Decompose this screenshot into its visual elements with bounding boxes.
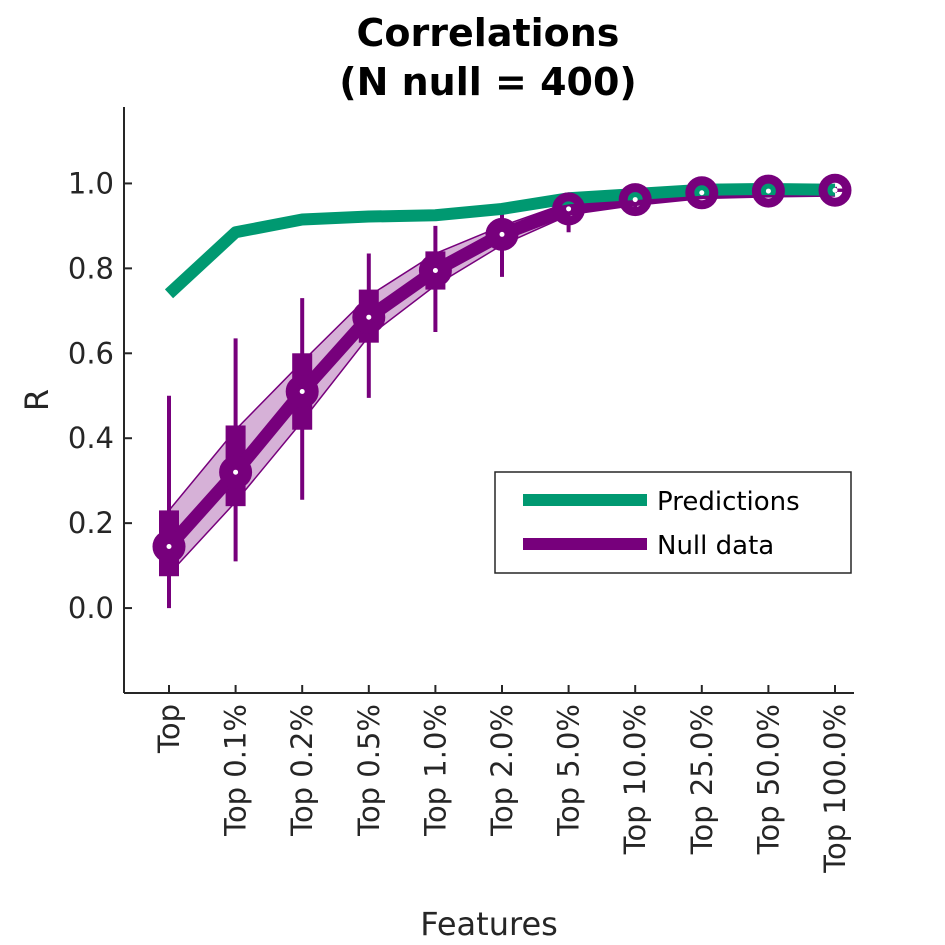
- y-tick-label: 0.6: [68, 336, 114, 370]
- x-tick-label: Top 50.0%: [751, 704, 785, 855]
- legend-label-predictions: Predictions: [657, 487, 800, 517]
- y-ticks: 0.0 0.2 0.4 0.6 0.8 1.0: [68, 166, 132, 625]
- null-data-point-center: [765, 188, 771, 194]
- x-tick-label: Top 0.1%: [219, 704, 253, 837]
- null-data-point-center: [566, 206, 572, 212]
- null-data-point: [618, 183, 652, 217]
- null-data-point-center: [632, 197, 638, 203]
- null-data-point: [485, 217, 519, 251]
- x-tick-label: Top 100.0%: [818, 704, 852, 874]
- y-tick-label: 0.8: [68, 251, 114, 285]
- y-axis-label: R: [18, 389, 56, 411]
- x-tick-label: Top 25.0%: [685, 704, 719, 855]
- x-tick-label: Top: [152, 704, 186, 754]
- null-data-point-center: [366, 314, 372, 320]
- x-tick-label: Top 10.0%: [618, 704, 652, 855]
- chart-title-line-1: Correlations: [357, 11, 620, 55]
- null-data-point-center: [432, 267, 438, 273]
- x-axis-label: Features: [420, 905, 558, 943]
- null-data-point-center: [233, 469, 239, 475]
- y-tick-label: 1.0: [68, 166, 114, 200]
- null-data-point: [352, 300, 386, 334]
- null-data-point: [418, 253, 452, 287]
- x-tick-label: Top 5.0%: [552, 704, 586, 837]
- null-data-point: [152, 530, 186, 563]
- null-data-point: [285, 375, 319, 409]
- null-data-point-center: [299, 389, 305, 395]
- chart-title-line-2: (N null = 400): [339, 60, 637, 104]
- legend-box: [494, 471, 852, 574]
- null-data-point: [552, 192, 586, 226]
- null-data-point-center: [699, 190, 705, 196]
- x-tick-label: Top 0.2%: [285, 704, 319, 837]
- null-data-point: [751, 174, 785, 208]
- legend: Predictions Null data: [494, 471, 852, 574]
- null-data-point: [219, 455, 253, 489]
- x-tick-label: Top 0.5%: [352, 704, 386, 837]
- null-data-point-center: [499, 231, 505, 237]
- x-tick-label: Top 1.0%: [418, 704, 452, 837]
- y-tick-label: 0.2: [68, 506, 114, 540]
- y-tick-label: 0.4: [68, 421, 114, 455]
- predictions-line: [164, 182, 836, 299]
- null-data-point-center: [166, 544, 172, 549]
- legend-label-null-data: Null data: [657, 531, 774, 561]
- y-tick-label: 0.0: [68, 591, 114, 625]
- x-tick-label: Top 2.0%: [485, 704, 519, 837]
- axes: [123, 107, 854, 694]
- null-data-point: [685, 176, 719, 210]
- x-ticks: Top Top 0.1% Top 0.2% Top 0.5% Top 1.0% Top 2…: [152, 685, 852, 874]
- null-data-point-center: [832, 187, 838, 193]
- null-data-point: [818, 173, 852, 207]
- null-marker-layer: [152, 173, 852, 563]
